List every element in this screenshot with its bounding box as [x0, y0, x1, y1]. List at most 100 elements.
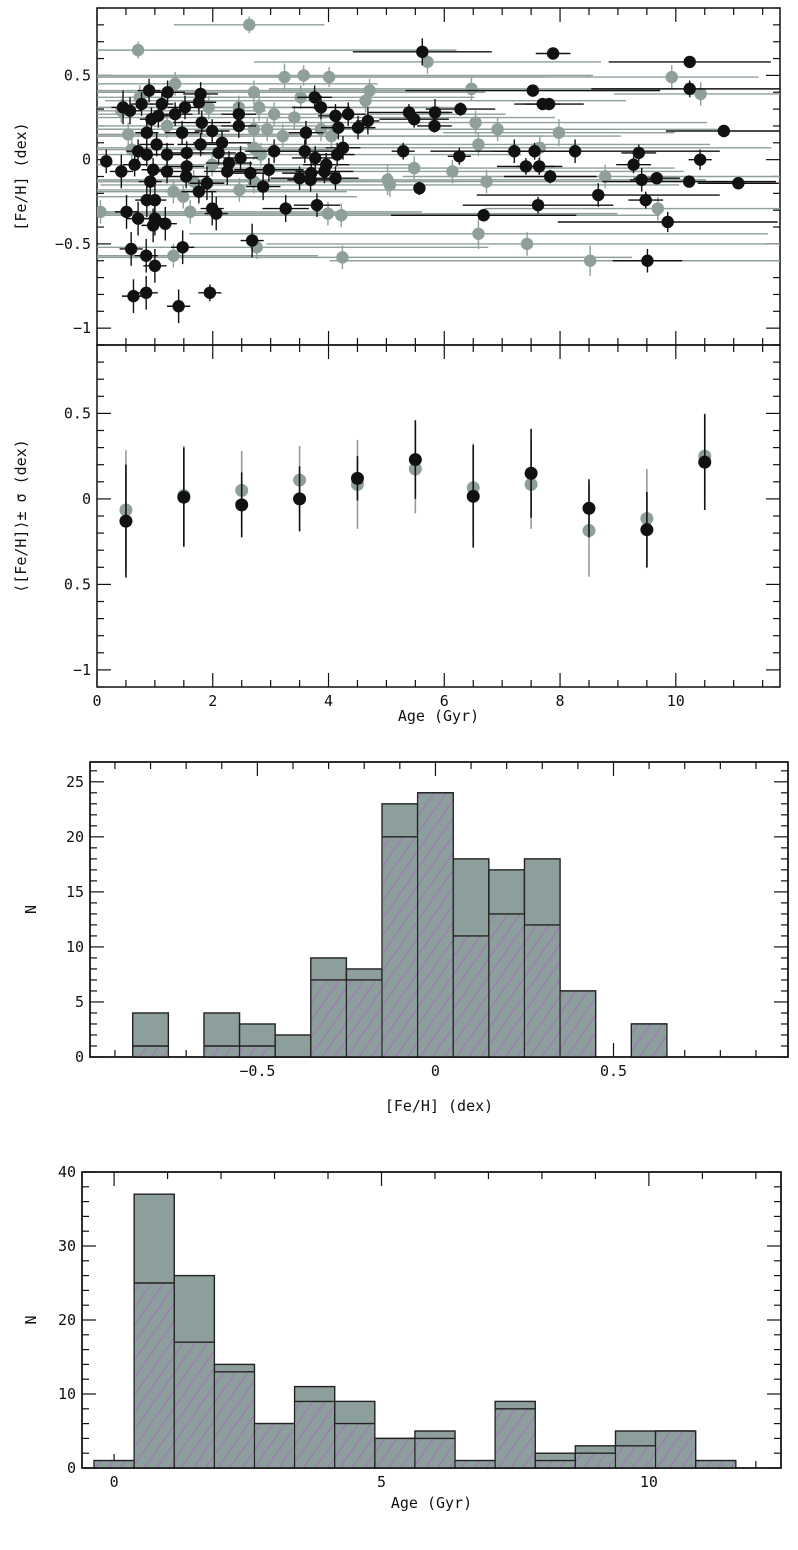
- y-axis-label: ⟨[Fe/H]⟩± σ (dex): [12, 439, 30, 593]
- marker: [421, 55, 434, 69]
- marker: [160, 119, 174, 133]
- marker: [177, 490, 191, 504]
- y-tick-label: 0: [82, 490, 91, 508]
- black-star-point: [177, 132, 224, 157]
- marker: [262, 163, 276, 176]
- histogram-bars: [132, 792, 668, 1058]
- marker: [396, 145, 410, 158]
- black-star-point: [141, 208, 165, 243]
- black-star-point: [630, 168, 654, 192]
- marker: [332, 121, 345, 134]
- marker: [160, 165, 174, 178]
- marker: [627, 158, 640, 171]
- marker: [407, 161, 421, 175]
- black-star-point: [137, 78, 161, 103]
- marker: [244, 166, 257, 180]
- black-mean-point: [698, 414, 712, 511]
- marker: [454, 102, 467, 116]
- hatched-subset-bar: [535, 1460, 575, 1468]
- gray-star-point: [97, 66, 590, 88]
- marker: [178, 101, 192, 114]
- black-star-point: [134, 238, 158, 273]
- marker: [172, 300, 185, 313]
- black-star-point: [129, 92, 154, 116]
- marker: [329, 109, 342, 123]
- black-star-point: [245, 173, 281, 201]
- marker: [200, 177, 214, 190]
- marker: [717, 124, 731, 138]
- marker: [119, 514, 133, 528]
- marker: [318, 165, 331, 178]
- y-tick-label: 40: [58, 1163, 76, 1181]
- marker: [732, 177, 745, 190]
- marker: [146, 219, 160, 232]
- marker: [252, 101, 266, 114]
- marker: [297, 69, 310, 82]
- black-star-point: [198, 284, 222, 302]
- marker: [383, 178, 397, 192]
- black-mean-point: [466, 445, 480, 548]
- y-tick-label: −0.5: [55, 235, 91, 253]
- marker: [298, 145, 311, 158]
- black-star-point: [223, 146, 258, 170]
- marker: [127, 289, 140, 303]
- black-star-point: [405, 84, 661, 97]
- marker: [480, 175, 493, 188]
- black-star-point: [688, 149, 712, 170]
- hatched-subset-bar: [489, 913, 524, 1057]
- marker: [176, 241, 189, 254]
- black-star-point: [462, 196, 614, 214]
- hatched-subset-bar: [347, 979, 382, 1057]
- black-mean-point: [235, 472, 249, 538]
- marker: [321, 207, 335, 220]
- marker: [693, 153, 707, 166]
- axes-top: 0.5 0 −0.5 −1 [Fe/H] (dex): [12, 7, 781, 346]
- black-star-point: [204, 157, 251, 185]
- y-tick-label: −1: [73, 661, 91, 679]
- black-star-point: [697, 177, 779, 190]
- y-tick-label: 15: [66, 883, 84, 901]
- marker: [335, 209, 348, 222]
- marker: [453, 150, 466, 163]
- black-star-point: [297, 85, 332, 110]
- black-star-point: [665, 124, 780, 138]
- marker: [155, 97, 169, 111]
- black-mean-point: [582, 479, 596, 538]
- marker: [363, 84, 376, 97]
- black-mean-point: [350, 456, 364, 501]
- data-points: [97, 16, 780, 324]
- marker: [124, 242, 138, 256]
- total-bar: [274, 1034, 312, 1058]
- marker: [140, 148, 153, 161]
- marker: [139, 249, 153, 262]
- marker: [243, 18, 256, 32]
- marker: [665, 70, 678, 84]
- marker: [531, 198, 545, 212]
- hatched-subset-bar: [255, 1423, 294, 1468]
- hatched-subset-bar: [656, 1431, 695, 1468]
- black-star-point: [628, 191, 664, 209]
- marker: [526, 84, 540, 97]
- hatched-subset-bar: [174, 1342, 214, 1468]
- marker: [359, 94, 372, 107]
- marker: [533, 160, 546, 173]
- marker: [254, 148, 268, 161]
- gray-star-point: [329, 245, 780, 276]
- marker: [192, 185, 206, 198]
- marker: [195, 116, 208, 129]
- marker: [123, 104, 137, 117]
- axes-feh-histogram: 0 5 10 15 20 25 −0.5 0 0.5 [Fe/H] (dex) N: [22, 761, 789, 1115]
- black-mean-point: [119, 464, 133, 578]
- gray-star-point: [613, 82, 780, 106]
- black-star-point: [476, 183, 720, 207]
- x-axis-label: Age (Gyr): [398, 707, 479, 725]
- black-star-point: [139, 107, 163, 132]
- marker: [682, 175, 696, 188]
- marker: [192, 96, 206, 109]
- black-mean-point: [640, 492, 654, 568]
- marker: [293, 492, 307, 506]
- black-star-point: [330, 102, 366, 126]
- black-star-point: [150, 80, 185, 105]
